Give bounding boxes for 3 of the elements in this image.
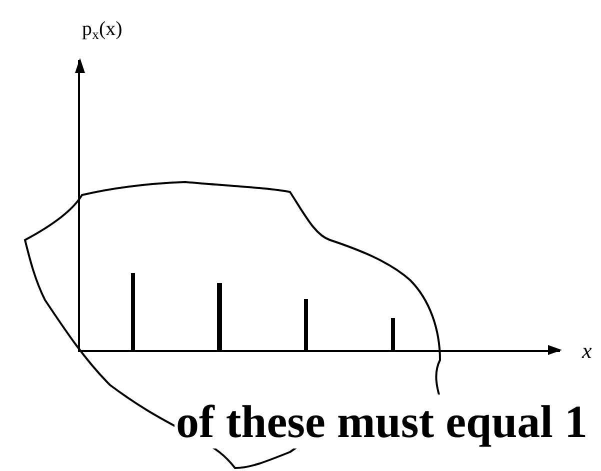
text: p$_{x}$(x) bbox=[82, 18, 122, 44]
text: x bbox=[581, 338, 592, 363]
text: of these must equal 1 bbox=[176, 396, 588, 447]
